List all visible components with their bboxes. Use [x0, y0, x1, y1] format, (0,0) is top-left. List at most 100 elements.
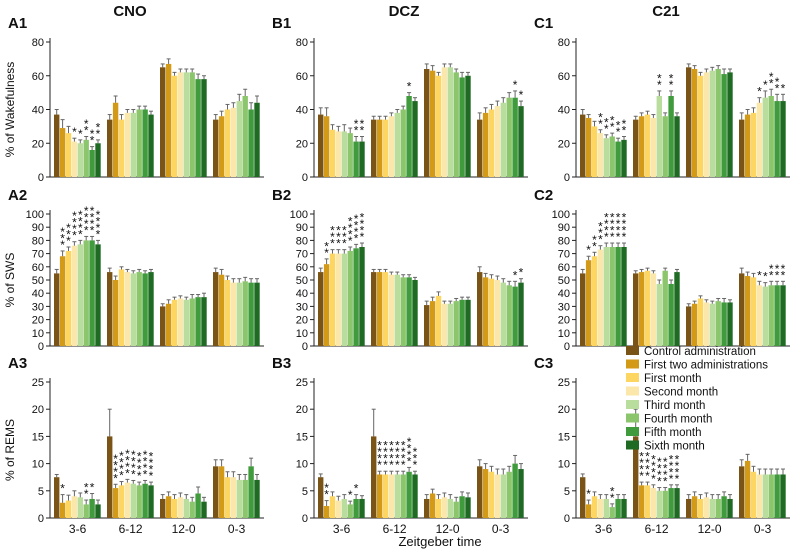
- significance-star: *: [586, 243, 591, 257]
- y-tick-label: 20: [558, 138, 570, 150]
- bar: [112, 488, 119, 518]
- bar: [213, 466, 219, 518]
- bar: [774, 285, 780, 346]
- significance-star: *: [407, 448, 412, 462]
- bar: [142, 483, 148, 518]
- bar: [218, 116, 225, 177]
- bar: [633, 436, 639, 518]
- significance-star: *: [645, 469, 650, 483]
- y-tick-label: 20: [558, 315, 570, 327]
- bar: [762, 97, 768, 177]
- significance-star: *: [72, 209, 77, 223]
- significance-star: *: [413, 458, 418, 472]
- significance-star: *: [383, 458, 388, 472]
- bar: [621, 139, 627, 177]
- bar: [242, 281, 248, 346]
- y-tick-label: 70: [32, 249, 44, 261]
- bar: [412, 474, 418, 518]
- significance-star: *: [354, 482, 359, 496]
- bar: [482, 112, 489, 177]
- bar: [136, 272, 142, 346]
- bar: [424, 498, 430, 518]
- bar: [177, 72, 184, 177]
- significance-star: *: [72, 222, 77, 236]
- bar: [201, 501, 207, 518]
- bar: [118, 269, 125, 346]
- y-tick-label: 50: [32, 275, 44, 287]
- y-tick-label: 10: [32, 328, 44, 340]
- bar: [124, 272, 131, 346]
- bar: [447, 498, 453, 518]
- significance-star: *: [84, 124, 89, 138]
- legend-entry: First month: [644, 373, 702, 385]
- bar: [762, 474, 768, 518]
- significance-star: *: [622, 211, 627, 225]
- significance-star: *: [330, 237, 335, 251]
- bar: [329, 496, 336, 518]
- significance-star: *: [360, 211, 365, 225]
- bar: [341, 131, 347, 177]
- bar: [329, 129, 336, 177]
- column-title-cno: CNO: [113, 3, 147, 20]
- significance-star: *: [324, 239, 329, 253]
- panel-label: A2: [8, 187, 27, 204]
- significance-star: *: [407, 80, 412, 94]
- bar: [715, 69, 721, 177]
- legend-swatch: [626, 400, 639, 409]
- bar: [254, 479, 260, 518]
- bar: [441, 497, 448, 518]
- y-tick-label: 0: [38, 513, 44, 525]
- significance-star: *: [610, 230, 615, 244]
- y-tick-label: 40: [296, 288, 308, 300]
- y-tick-label: 50: [296, 275, 308, 287]
- bar: [424, 305, 430, 346]
- y-tick-label: 70: [558, 249, 570, 261]
- bar: [774, 101, 780, 177]
- significance-star: *: [775, 268, 780, 282]
- y-tick-label: 20: [32, 138, 44, 150]
- bar: [83, 139, 89, 177]
- bar: [453, 72, 459, 177]
- bar: [136, 109, 142, 177]
- bar: [248, 282, 254, 346]
- significance-star: *: [395, 445, 400, 459]
- bar: [512, 463, 518, 518]
- significance-star: *: [663, 455, 668, 469]
- y-tick-label: 0: [564, 513, 570, 525]
- bar: [148, 114, 154, 177]
- bar: [201, 297, 207, 346]
- significance-star: *: [645, 463, 650, 477]
- bar: [329, 253, 336, 346]
- significance-star: *: [377, 452, 382, 466]
- y-tick-label: 60: [558, 71, 570, 83]
- significance-star: *: [78, 214, 83, 228]
- significance-star: *: [360, 217, 365, 231]
- legend-entry: Third month: [644, 400, 705, 412]
- bar: [762, 286, 768, 346]
- significance-star: *: [769, 262, 774, 276]
- bar: [107, 119, 113, 177]
- y-tick-label: 30: [32, 301, 44, 313]
- panel-label: A1: [8, 15, 27, 32]
- significance-star: *: [610, 114, 615, 128]
- y-tick-label: 0: [302, 172, 308, 184]
- bar: [148, 272, 154, 346]
- bar: [447, 67, 453, 177]
- significance-star: *: [775, 75, 780, 89]
- bar: [83, 240, 89, 346]
- bar: [77, 244, 83, 346]
- bar: [224, 477, 231, 518]
- significance-star: *: [401, 452, 406, 466]
- significance-star: *: [342, 237, 347, 251]
- significance-star: *: [354, 225, 359, 239]
- bar: [165, 496, 172, 518]
- bar: [95, 504, 101, 518]
- bar: [686, 67, 692, 177]
- y-tick-label: 80: [558, 235, 570, 247]
- bar: [518, 106, 524, 177]
- significance-star: *: [354, 212, 359, 226]
- significance-star: *: [131, 448, 136, 462]
- significance-star: *: [143, 448, 148, 462]
